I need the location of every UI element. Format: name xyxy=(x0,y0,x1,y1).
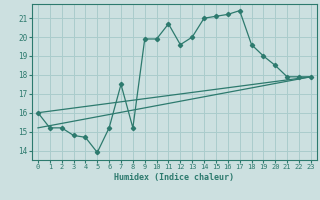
X-axis label: Humidex (Indice chaleur): Humidex (Indice chaleur) xyxy=(115,173,234,182)
